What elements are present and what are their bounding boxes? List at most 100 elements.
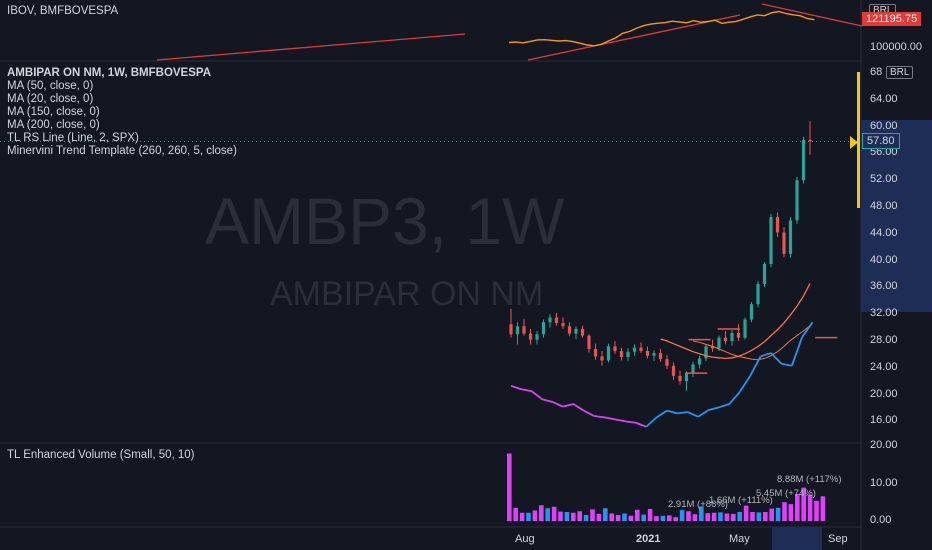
candle-body — [756, 284, 760, 305]
candle-body — [710, 346, 715, 349]
volume-tick-label: 20.00 — [870, 439, 898, 451]
ma-20-line — [692, 325, 811, 361]
candle-body — [769, 217, 773, 264]
volume-chart — [507, 453, 826, 521]
price-top-tick: 68 — [870, 66, 883, 78]
price-tick-label: 64.00 — [870, 92, 898, 105]
volume-bar — [539, 505, 544, 521]
volume-bar — [628, 515, 634, 521]
candle-body — [717, 337, 721, 349]
volume-bar — [775, 507, 781, 521]
rs-line-segment — [749, 355, 762, 377]
candle-body — [697, 358, 702, 365]
ibov-trendline — [156, 33, 466, 61]
price-tick-label: 20.00 — [870, 387, 898, 400]
candle-body — [730, 332, 734, 341]
volume-bar — [699, 506, 704, 521]
rs-line-segment — [594, 415, 605, 419]
rs-line-segment — [666, 409, 678, 415]
volume-bar — [820, 496, 826, 521]
volume-bar — [526, 512, 531, 521]
volume-bar — [686, 511, 691, 521]
rs-line-segment — [760, 352, 772, 358]
candle-body — [522, 326, 526, 334]
candle-body — [671, 365, 676, 376]
candle-body — [606, 346, 611, 361]
time-tick-label: Aug — [515, 533, 535, 545]
volume-bar — [795, 494, 800, 521]
volume-bar — [788, 504, 794, 521]
rs-line-segment — [645, 416, 658, 428]
volume-bar — [769, 508, 774, 521]
candle-body — [743, 319, 747, 338]
indicator-label[interactable]: MA (200, close, 0) — [7, 119, 100, 131]
candle-body — [658, 353, 663, 360]
last-price-label: 57.80 — [862, 133, 900, 149]
candle-body — [762, 263, 767, 285]
indicator-label[interactable]: MA (50, close, 0) — [7, 80, 94, 92]
volume-bar — [583, 515, 589, 521]
highlight-bar — [857, 72, 860, 208]
candle-body — [580, 328, 585, 336]
time-tick-label: Sep — [828, 533, 848, 545]
volume-bar — [750, 512, 755, 521]
volume-bar — [519, 512, 525, 521]
volume-bar — [756, 512, 762, 521]
volume-bar — [513, 507, 518, 521]
compare-last-value: 121195.75 — [862, 12, 922, 26]
price-tick-label: 36.00 — [870, 280, 898, 293]
rs-line-segment — [531, 390, 543, 401]
candle-body — [613, 346, 617, 352]
volume-bar — [577, 511, 582, 521]
candle-body — [678, 375, 682, 382]
volume-bar — [660, 515, 666, 521]
volume-bar — [532, 510, 538, 521]
candle-body — [541, 322, 546, 335]
rs-line-segment — [521, 388, 532, 393]
volume-bar — [763, 512, 768, 521]
price-tick-label: 52.00 — [870, 173, 898, 186]
compare-symbol-label[interactable]: IBOV, BMFBOVESPA — [7, 5, 119, 17]
volume-bar — [673, 517, 678, 521]
volume-bar — [641, 514, 646, 521]
rs-line-segment — [572, 403, 585, 412]
rs-line-segment — [562, 403, 574, 408]
candle-body — [788, 220, 793, 254]
rs-line-segment — [510, 385, 522, 391]
volume-bar — [622, 513, 627, 521]
rs-line-segment — [739, 375, 751, 393]
candle-body — [509, 324, 513, 335]
indicator-label[interactable]: MA (20, close, 0) — [7, 93, 94, 105]
volume-bar — [615, 515, 621, 521]
price-marker — [850, 136, 858, 149]
volume-bar — [667, 515, 672, 521]
volume-tick-label: 0.00 — [870, 514, 892, 526]
price-tick-label: 48.00 — [870, 200, 898, 212]
indicator-label[interactable]: Minervini Trend Template (260, 260, 5, c… — [7, 145, 237, 157]
volume-bar — [807, 494, 813, 521]
name-watermark: AMBIPAR ON NM — [270, 275, 544, 313]
price-tick-label: 44.00 — [870, 226, 898, 239]
candle-body — [652, 353, 656, 356]
volume-bar — [801, 487, 806, 521]
main-symbol-title[interactable]: AMBIPAR ON NM, 1W, BMFBOVESPA — [7, 67, 212, 79]
candle-body — [736, 332, 741, 338]
rs-line-segment — [708, 406, 720, 411]
price-chart — [0, 121, 860, 428]
indicator-label[interactable]: MA (150, close, 0) — [7, 106, 100, 118]
volume-bar — [743, 505, 749, 521]
price-tick-label: 40.00 — [870, 253, 898, 266]
candle-body — [775, 217, 780, 233]
price-tick-label: 24.00 — [870, 360, 898, 373]
indicator-label[interactable]: TL RS Line (Line, 2, SPX) — [7, 132, 139, 144]
main-currency-badge[interactable]: BRL — [886, 66, 914, 79]
volume-bar — [711, 512, 717, 521]
candle-body — [782, 232, 786, 254]
volume-indicator-label[interactable]: TL Enhanced Volume (Small, 50, 10) — [7, 449, 195, 461]
candle-body — [645, 351, 650, 356]
volume-bar — [647, 509, 653, 521]
rs-line-segment — [790, 336, 804, 367]
volume-annotation: 5.45M (+74%) — [756, 488, 816, 499]
rs-line-segment — [614, 418, 626, 423]
